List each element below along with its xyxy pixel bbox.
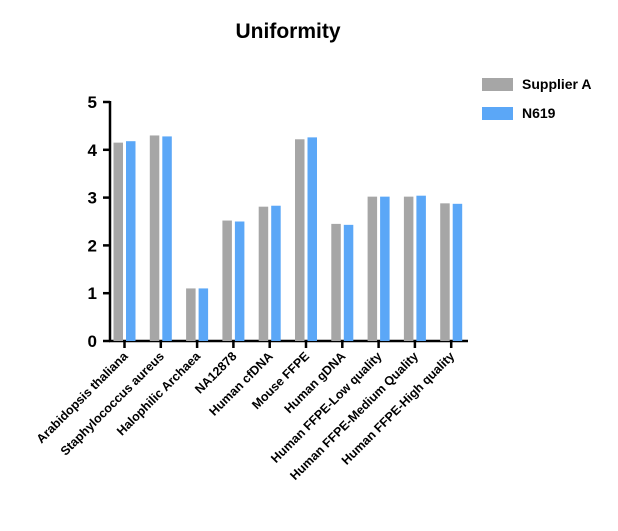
bar-n619 <box>343 224 354 341</box>
chart-title: Uniformity <box>236 20 341 43</box>
y-tick-label: 2 <box>88 236 97 255</box>
bar-supplier-a <box>258 206 269 341</box>
bar-n619 <box>162 136 172 341</box>
bar-n619 <box>380 196 390 341</box>
bar-supplier-a <box>403 196 414 341</box>
bar-supplier-a <box>186 288 196 341</box>
y-tick-label: 0 <box>88 332 97 351</box>
legend-label: Supplier A <box>522 76 592 92</box>
bar-n619 <box>452 203 463 341</box>
bar-supplier-a <box>440 203 450 341</box>
bar-n619 <box>271 205 281 341</box>
y-tick-label: 5 <box>88 93 97 112</box>
bar-supplier-a <box>367 196 378 341</box>
bar-n619 <box>198 288 209 341</box>
x-tick-label: Human cfDNA <box>206 349 275 418</box>
bar-supplier-a <box>113 142 123 341</box>
bar-n619 <box>416 195 426 341</box>
legend-swatch <box>482 78 513 91</box>
y-tick-label: 1 <box>88 284 97 303</box>
legend-label: N619 <box>522 105 556 121</box>
bar-n619 <box>126 141 136 341</box>
y-tick-label: 3 <box>88 189 97 208</box>
bar-supplier-a <box>149 135 160 341</box>
bar-supplier-a <box>222 220 232 341</box>
y-tick-label: 4 <box>88 141 98 160</box>
bar-n619 <box>307 137 317 341</box>
bar-supplier-a <box>295 139 305 341</box>
bar-n619 <box>234 221 245 341</box>
legend-swatch <box>482 107 513 120</box>
bar-supplier-a <box>331 223 341 341</box>
legend: Supplier A N619 <box>482 76 592 121</box>
